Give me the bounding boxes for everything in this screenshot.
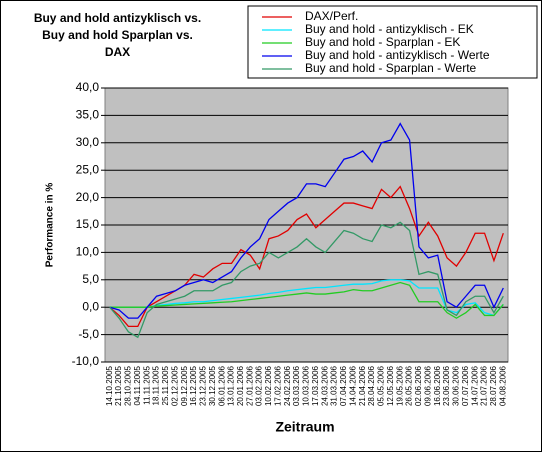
x-tick-label: 30.06.2006 (452, 365, 461, 406)
x-tick-label: 02.06.2006 (414, 365, 423, 406)
x-tick-label: 16.12.2005 (189, 365, 198, 406)
x-tick-label: 09.06.2006 (423, 365, 432, 406)
x-tick-label: 03.02.2006 (255, 365, 264, 406)
x-tick-label: 04.11.2005 (133, 365, 142, 405)
x-tick-label: 17.03.2006 (311, 365, 320, 406)
series-line (109, 279, 504, 317)
x-tick-label: 05.05.2006 (377, 365, 386, 406)
x-tick-label: 02.12.2005 (170, 365, 179, 406)
y-tick-label: 35,0 (76, 108, 100, 122)
y-tick-label: -5,0 (78, 327, 99, 341)
title-line: Buy and hold antizyklisch vs. (33, 11, 202, 25)
x-tick-label: 23.06.2006 (442, 365, 451, 406)
x-tick-label: 06.01.2006 (217, 365, 226, 406)
chart-title: Buy and hold antizyklisch vs. Buy and hol… (5, 10, 230, 61)
x-tick-label: 28.04.2006 (367, 365, 376, 406)
title-line: DAX (104, 45, 131, 59)
y-tick-label: 25,0 (76, 162, 100, 176)
legend-label: Buy and hold - Sparplan - EK (305, 35, 460, 49)
x-tick-label: 14.10.2005 (105, 365, 114, 406)
x-tick-label: 13.01.2006 (227, 365, 236, 406)
y-tick-label: 30,0 (76, 135, 100, 149)
series-line (109, 122, 504, 319)
x-tick-label: 03.03.2006 (292, 365, 301, 406)
x-tick-label: 24.02.2006 (283, 365, 292, 406)
x-tick-label: 24.03.2006 (320, 365, 329, 406)
x-tick-label: 04.08.2006 (498, 365, 507, 406)
legend (247, 5, 538, 79)
x-tick-label: 09.12.2005 (180, 365, 189, 406)
x-tick-label: 19.05.2006 (395, 365, 404, 406)
x-tick-label: 31.03.2006 (330, 365, 339, 406)
y-tick-label: 5,0 (82, 272, 99, 286)
x-tick-label: 11.11.2005 (142, 365, 151, 404)
x-tick-label: 16.06.2006 (433, 365, 442, 406)
legend-label: DAX/Perf. (305, 9, 358, 23)
x-tick-label: 07.04.2006 (339, 365, 348, 406)
x-tick-label: 10.02.2006 (264, 365, 273, 406)
y-tick-label: 15,0 (76, 217, 100, 231)
x-tick-label: 26.05.2006 (405, 365, 414, 406)
y-tick-label: -10,0 (72, 354, 100, 368)
x-tick-label: 12.05.2006 (386, 365, 395, 406)
x-tick-label: 21.10.2005 (114, 365, 123, 406)
x-tick-label: 14.04.2006 (348, 365, 357, 406)
legend-label: Buy and hold - antizyklisch - EK (305, 22, 474, 36)
y-tick-label: 20,0 (76, 190, 100, 204)
x-tick-label: 27.01.2006 (245, 365, 254, 406)
x-tick-label: 25.11.2005 (161, 365, 170, 405)
y-tick-label: 10,0 (76, 245, 100, 259)
legend-label: Buy and hold - Sparplan - Werte (305, 61, 477, 75)
series-line (109, 221, 504, 339)
x-tick-label: 21.04.2006 (358, 365, 367, 406)
x-tick-label: 28.07.2006 (489, 365, 498, 406)
legend-label: Buy and hold - antizyklisch - Werte (305, 48, 490, 62)
x-tick-label: 14.07.2006 (470, 365, 479, 406)
x-tick-label: 10.03.2006 (302, 365, 311, 406)
x-tick-label: 07.07.2006 (461, 365, 470, 406)
x-tick-label: 28.10.2005 (124, 365, 133, 406)
series-line (109, 281, 504, 319)
y-tick-label: 0,0 (82, 299, 99, 313)
y-axis-label: Performance in % (45, 183, 56, 268)
title-line: Buy and hold Sparplan vs. (42, 28, 193, 42)
x-tick-label: 17.02.2006 (273, 365, 282, 406)
x-tick-label: 21.07.2006 (480, 365, 489, 406)
x-tick-label: 23.12.2005 (199, 365, 208, 406)
x-tick-label: 20.01.2006 (236, 365, 245, 406)
y-tick-label: 40,0 (76, 80, 100, 94)
x-tick-label: 30.12.2005 (208, 365, 217, 406)
x-tick-label: 18.11.2005 (152, 365, 161, 405)
x-axis-label: Zeitraum (275, 419, 334, 435)
